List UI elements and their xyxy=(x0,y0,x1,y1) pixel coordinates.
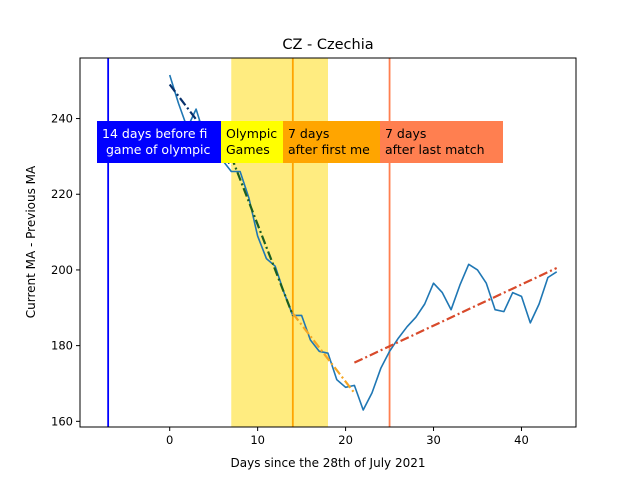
y-tick-label-160: 160 xyxy=(51,414,73,428)
annotation-text-2-1: after first me xyxy=(288,142,370,157)
series-lines xyxy=(168,74,558,411)
x-tick-label-40: 40 xyxy=(514,433,529,447)
chart-title: CZ - Czechia xyxy=(282,37,373,53)
annotation-box-1 xyxy=(221,121,283,163)
trend-line-1 xyxy=(230,156,294,316)
x-tick-label-20: 20 xyxy=(338,433,353,447)
annotation-text-3-1: after last match xyxy=(385,142,485,157)
annotation-text-1-1: Games xyxy=(226,142,270,157)
x-tick-label-0: 0 xyxy=(166,433,173,447)
y-tick-label-180: 180 xyxy=(51,339,73,353)
annotation-boxes: 14 days before fi game of olympicOlympic… xyxy=(97,121,503,163)
y-tick-label-220: 220 xyxy=(51,187,73,201)
x-axis-ticks: 0 10 20 30 40 xyxy=(166,427,529,447)
annotation-text-3-0: 7 days xyxy=(385,126,426,141)
trend-line-3 xyxy=(353,267,558,364)
highlight-spans xyxy=(231,58,328,427)
y-tick-label-240: 240 xyxy=(51,112,73,126)
annotation-text-0-1: game of olympic xyxy=(102,142,211,157)
series-line-0 xyxy=(168,74,558,411)
annotation-text-2-0: 7 days xyxy=(288,126,329,141)
annotation-box-2 xyxy=(283,121,380,163)
y-tick-label-200: 200 xyxy=(51,263,73,277)
x-axis-label: Days since the 28th of July 2021 xyxy=(231,456,426,470)
plot-frame xyxy=(79,57,577,428)
annotation-box-0 xyxy=(97,121,221,163)
event-lines xyxy=(107,58,391,427)
y-axis-label: Current MA - Previous MA xyxy=(24,165,38,318)
annotation-0: 14 days before fi game of olympic xyxy=(97,121,221,163)
annotation-box-3 xyxy=(380,121,503,163)
annotation-text-0-0: 14 days before fi xyxy=(102,126,207,141)
x-tick-label-30: 30 xyxy=(426,433,441,447)
annotation-text-1-0: Olympic xyxy=(226,126,277,141)
olympic-span-0 xyxy=(231,58,328,427)
x-tick-label-10: 10 xyxy=(250,433,265,447)
y-axis-ticks: 160 180 200 220 240 xyxy=(51,112,80,428)
